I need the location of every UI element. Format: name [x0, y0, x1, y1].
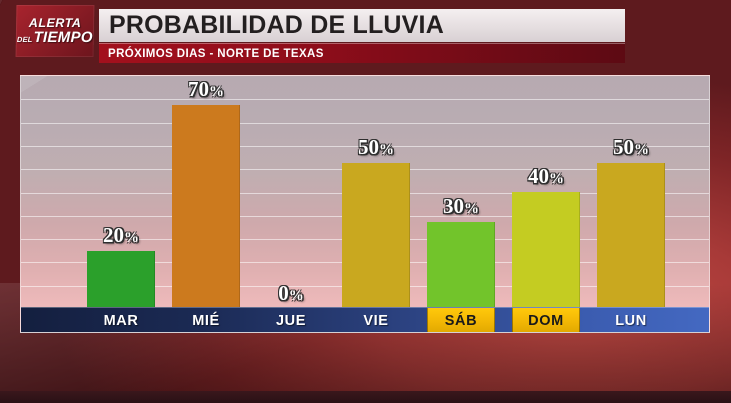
bar-value-vie: 50%	[358, 135, 394, 159]
title-bar: PROBABILIDAD DE LLUVIA	[99, 9, 625, 42]
bar-value-dom: 40%	[528, 164, 564, 188]
logo-line-del-tiempo: DEL TIEMPO	[16, 29, 93, 47]
day-label-vie[interactable]: VIE	[363, 312, 389, 329]
page-subtitle: PRÓXIMOS DIAS - NORTE DE TEXAS	[108, 47, 324, 60]
bar-mié	[172, 105, 240, 309]
day-label-mié[interactable]: MIÉ	[192, 312, 220, 329]
plot-area: 20% 70% 0% 50% 30% 40% 50%	[21, 76, 709, 309]
bar-lun	[597, 163, 665, 309]
bar-mar	[87, 251, 155, 309]
bar-value-lun: 50%	[613, 135, 649, 159]
bar-value-sáb: 30%	[443, 194, 479, 218]
bar-dom	[512, 192, 580, 309]
bar-value-mié: 70%	[188, 77, 224, 101]
logo-word-del: DEL	[16, 34, 33, 44]
rain-probability-chart: 20% 70% 0% 50% 30% 40% 50% MAR MIÉ JUE VIE SÁB DOM L…	[20, 75, 710, 333]
day-label-dom[interactable]: DOM	[512, 308, 580, 332]
day-label-lun[interactable]: LUN	[615, 312, 647, 329]
day-label-mar[interactable]: MAR	[103, 312, 139, 329]
background-bottom-bar	[0, 391, 731, 403]
bar-vie	[342, 163, 410, 309]
alerta-del-tiempo-logo: ALERTA DEL TIEMPO	[15, 5, 95, 57]
bar-value-jue: 0%	[278, 281, 304, 305]
day-label-sáb[interactable]: SÁB	[427, 308, 495, 332]
gridline	[21, 123, 709, 124]
graphic-header: ALERTA DEL TIEMPO PROBABILIDAD DE LLUVIA…	[0, 0, 731, 70]
day-axis-bar: MAR MIÉ JUE VIE SÁB DOM LUN	[21, 307, 709, 332]
gridline	[21, 146, 709, 147]
bar-value-mar: 20%	[103, 223, 139, 247]
gridline	[21, 99, 709, 100]
day-label-jue[interactable]: JUE	[275, 312, 306, 329]
page-title: PROBABILIDAD DE LLUVIA	[109, 11, 444, 39]
subtitle-bar: PRÓXIMOS DIAS - NORTE DE TEXAS	[99, 43, 625, 63]
bar-sáb	[427, 222, 495, 309]
logo-word-tiempo: TIEMPO	[33, 29, 93, 47]
